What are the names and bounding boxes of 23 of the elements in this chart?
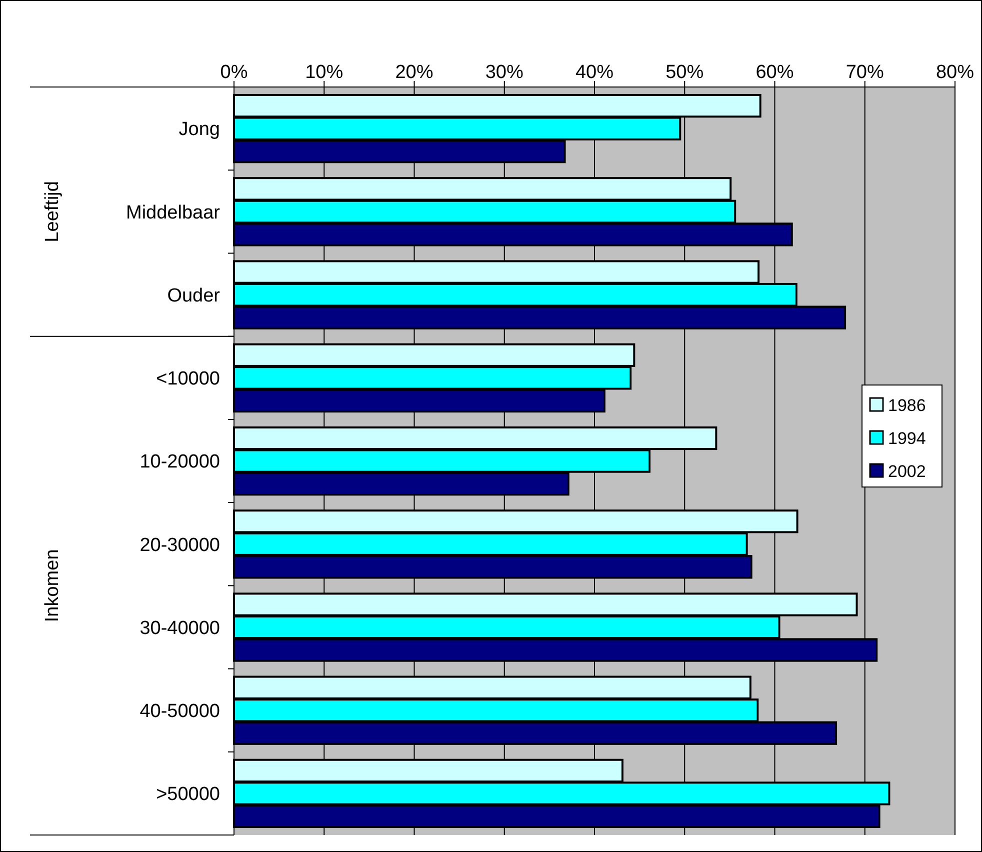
x-tick-label: 10%: [305, 62, 344, 83]
text: Leeftijd: [42, 181, 63, 242]
x-tick-label: 30%: [485, 62, 524, 83]
x-tick-label: 0%: [220, 62, 248, 83]
legend-label: 1986: [888, 396, 926, 415]
y-tick-label: Jong: [178, 119, 220, 140]
x-tick-label: 20%: [395, 62, 434, 83]
x-tick-label: 60%: [756, 62, 794, 83]
y-tick-label: <10000: [156, 368, 220, 390]
x-tick-label: 50%: [666, 62, 704, 83]
legend-label: 1994: [888, 428, 926, 448]
y-tick-label: Ouder: [167, 285, 221, 306]
text: Inkomen: [42, 549, 63, 622]
x-tick-label: 70%: [846, 62, 884, 83]
x-tick-label: 40%: [575, 62, 614, 83]
legend-label: 2002: [888, 462, 926, 481]
y-tick-label: 20-30000: [140, 534, 220, 556]
y-tick-label: 40-50000: [140, 700, 220, 722]
y-tick-label: Middelbaar: [126, 202, 221, 224]
y-tick-label: >50000: [156, 784, 220, 806]
x-tick-label: 80%: [936, 62, 974, 83]
y-tick-label: 10-20000: [140, 452, 220, 473]
y-tick-label: 30-40000: [140, 618, 220, 639]
